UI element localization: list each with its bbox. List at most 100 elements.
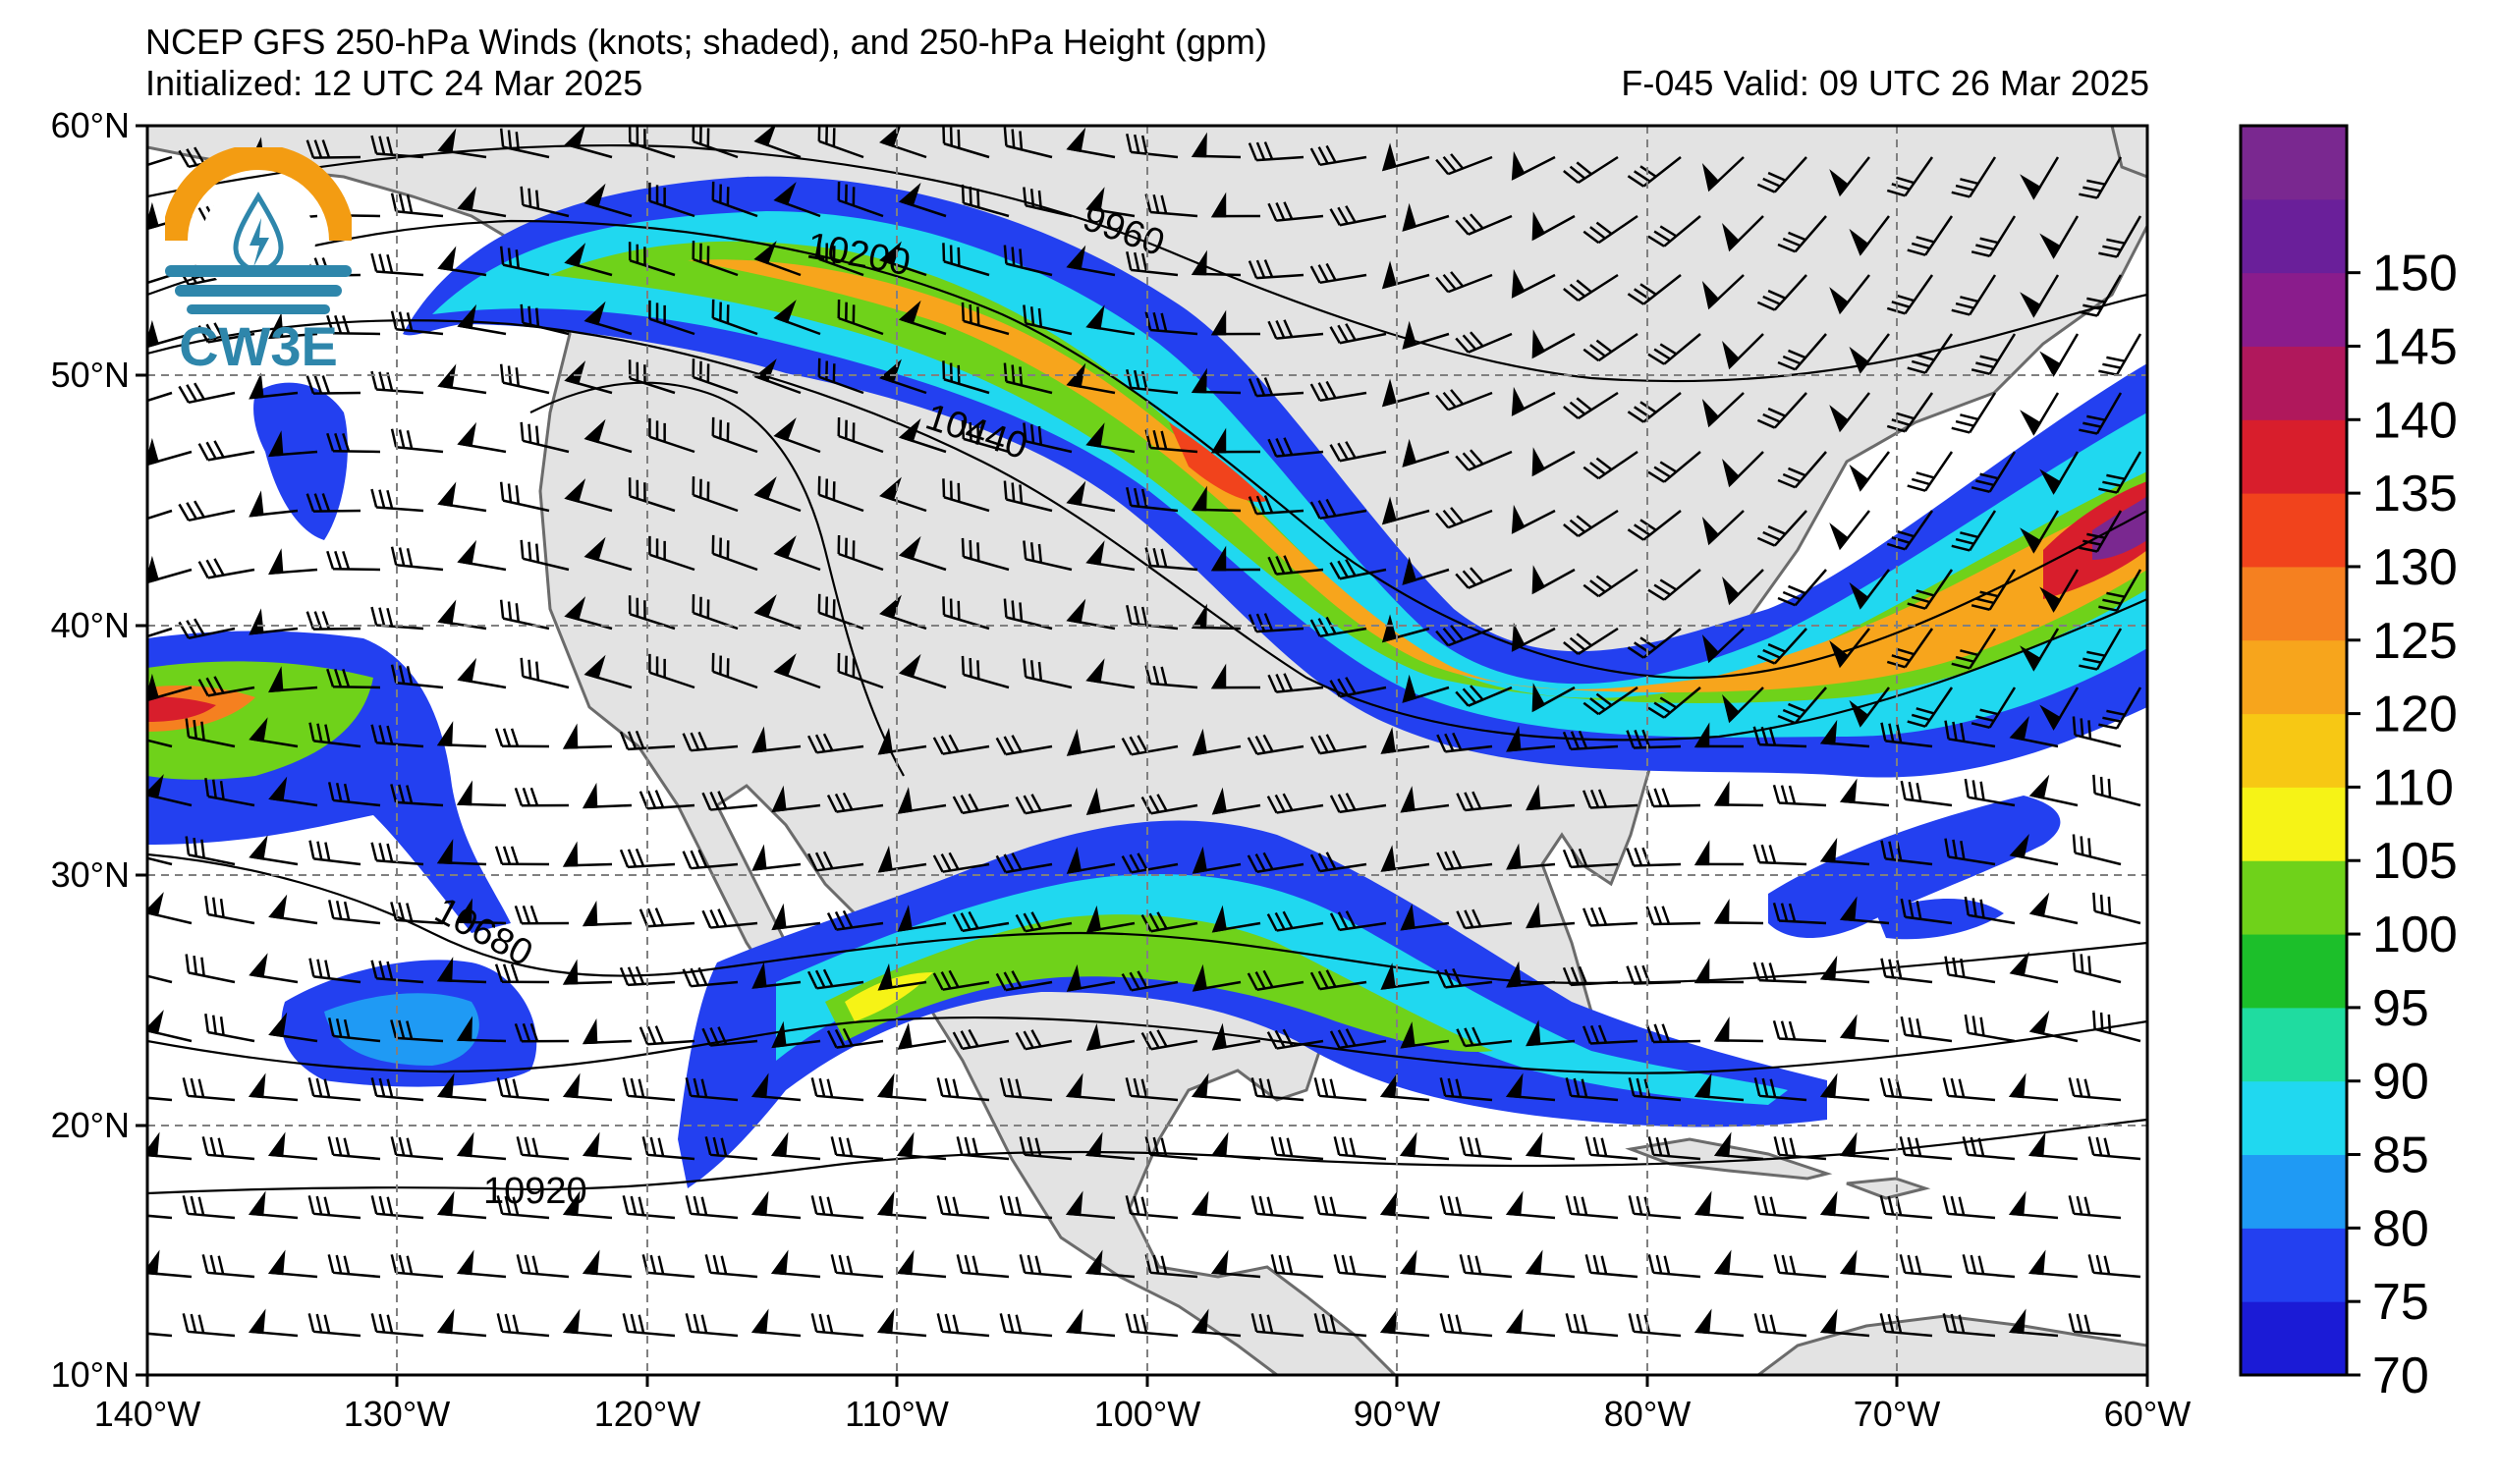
subtitle-row: Initialized: 12 UTC 24 Mar 2025 F-045 Va…: [145, 63, 2149, 104]
barb-feather: [2079, 664, 2098, 671]
barb-shaft: [649, 553, 695, 572]
wind-barb: [1722, 569, 1764, 606]
wind-barb: [1829, 392, 1870, 433]
barb-feather: [1773, 1136, 1781, 1156]
barb-feather: [1627, 646, 1644, 659]
wind-barb: [1565, 1313, 1619, 1338]
barb-flag: [1191, 603, 1207, 630]
jet-band-120: [688, 259, 2147, 692]
barb-feather: [1753, 1077, 1761, 1097]
barb-shaft: [628, 1094, 676, 1102]
barb-feather: [1029, 660, 1035, 680]
barb-feather: [1321, 1195, 1329, 1215]
barb-flag: [1066, 728, 1082, 756]
wind-barb: [1713, 1249, 1764, 1279]
wind-barb: [1849, 687, 1890, 728]
barb-shaft: [1319, 1212, 1367, 1220]
barb-shaft: [188, 1094, 236, 1102]
barb-feather: [2079, 428, 2098, 435]
colorbar-label: 75: [2372, 1274, 2429, 1331]
wind-barb: [898, 653, 947, 689]
barb-feather: [522, 1022, 531, 1042]
barb-feather: [654, 790, 665, 808]
wind-barb: [1511, 504, 1556, 534]
wind-barb: [1125, 1077, 1179, 1102]
barb-shaft: [1885, 1094, 1933, 1102]
wind-barb: [648, 535, 695, 572]
barb-feather: [313, 493, 323, 512]
wind-barb: [1309, 262, 1367, 285]
wind-barb: [876, 1190, 927, 1220]
barb-feather: [852, 658, 856, 678]
barb-shaft: [1948, 1094, 1996, 1102]
barb-flag: [1511, 268, 1526, 299]
barb-shaft: [1663, 451, 1701, 483]
barb-feather: [969, 422, 972, 442]
barb-feather: [1266, 1078, 1274, 1098]
barb-feather: [529, 905, 539, 924]
barb-shaft: [1577, 273, 1619, 302]
barb-shaft: [2094, 909, 2141, 925]
wind-barb: [682, 731, 739, 752]
barb-feather: [1470, 685, 1484, 701]
wind-barb: [952, 910, 1010, 933]
barb-feather: [706, 599, 710, 619]
wind-barb: [268, 430, 318, 458]
barb-flag: [564, 243, 586, 267]
barb-feather: [1908, 781, 1915, 801]
barb-feather: [2082, 303, 2102, 310]
wind-barb: [1756, 392, 1807, 429]
barb-feather: [406, 548, 414, 568]
barb-flag: [2039, 468, 2062, 495]
barb-feather: [1647, 588, 1665, 601]
barb-feather: [386, 725, 394, 744]
barb-feather: [1589, 579, 1606, 593]
wind-barb: [1191, 603, 1242, 631]
wind-barb: [583, 183, 633, 218]
barb-feather: [1955, 302, 1974, 309]
barb-flag: [121, 267, 139, 290]
barb-shaft: [1131, 744, 1179, 756]
wind-barb: [1701, 392, 1745, 428]
barb-feather: [648, 182, 651, 201]
barb-feather: [1317, 146, 1329, 165]
barb-feather: [837, 417, 841, 437]
wind-barb: [1085, 540, 1136, 572]
barb-feather: [622, 1195, 630, 1215]
barb-flag: [879, 126, 902, 148]
wind-barb: [1951, 392, 1997, 434]
barb-feather: [817, 126, 821, 141]
barb-flag: [582, 1249, 600, 1276]
barb-feather: [952, 1196, 960, 1216]
barb-feather: [535, 661, 540, 681]
barb-shaft: [1642, 628, 1682, 659]
colorbar-segment: [2241, 198, 2347, 274]
barb-feather: [1270, 1136, 1278, 1156]
wind-barb: [1455, 567, 1513, 589]
wind-barb: [436, 957, 487, 984]
barb-feather: [999, 1195, 1007, 1215]
barb-feather: [1019, 484, 1024, 504]
barb-shaft: [2095, 392, 2123, 435]
wind-barb: [185, 954, 236, 984]
wind-barb: [1085, 787, 1136, 815]
lat-label-60: 60°N: [51, 105, 130, 145]
barb-feather: [323, 1078, 331, 1098]
wind-barb: [810, 1313, 864, 1338]
wind-barb: [197, 676, 255, 697]
barb-feather: [390, 1019, 398, 1039]
wind-barb: [2020, 628, 2060, 672]
wind-barb: [1192, 846, 1242, 874]
barb-feather: [619, 966, 630, 986]
barb-feather: [1011, 364, 1016, 384]
barb-feather: [386, 1314, 394, 1334]
barb-flag: [1380, 845, 1396, 872]
barb-feather: [685, 1077, 693, 1097]
barb-feather: [818, 1077, 826, 1097]
barb-shaft: [1597, 332, 1638, 362]
wind-barb: [390, 428, 444, 454]
barb-feather: [1788, 349, 1806, 359]
barb-feather: [1345, 677, 1357, 694]
barb-feather: [1886, 189, 1906, 197]
wind-barb: [121, 267, 173, 291]
